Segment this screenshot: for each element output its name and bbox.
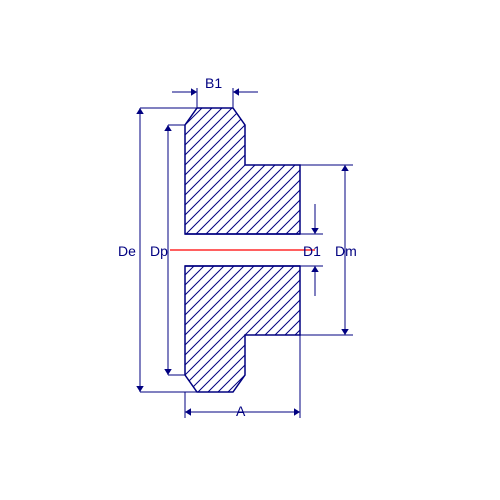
- label-a: A: [236, 403, 245, 419]
- sprocket-cross-section-diagram: [0, 0, 500, 500]
- label-d1: D1: [303, 243, 321, 259]
- label-dp: Dp: [150, 243, 168, 259]
- label-b1: B1: [205, 75, 222, 91]
- label-de: De: [118, 243, 136, 259]
- label-dm: Dm: [335, 243, 357, 259]
